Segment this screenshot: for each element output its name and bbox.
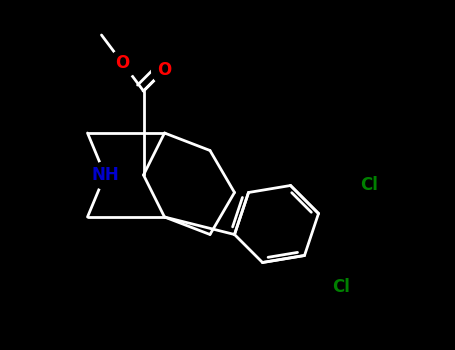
Text: Cl: Cl <box>360 176 379 195</box>
Text: NH: NH <box>91 166 119 184</box>
Text: O: O <box>157 61 172 79</box>
Text: O: O <box>116 54 130 72</box>
Text: Cl: Cl <box>333 278 350 296</box>
